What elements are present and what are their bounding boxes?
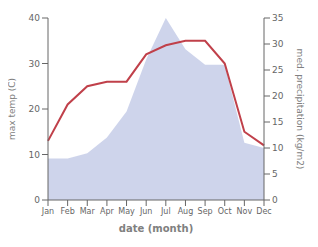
svg-text:25: 25 xyxy=(272,65,283,75)
svg-text:10: 10 xyxy=(272,143,284,153)
svg-text:date (month): date (month) xyxy=(119,223,193,234)
svg-text:Nov: Nov xyxy=(237,207,253,216)
svg-text:med. precipitation (kg/m2): med. precipitation (kg/m2) xyxy=(295,49,305,170)
svg-text:0: 0 xyxy=(272,195,278,205)
svg-text:Jan: Jan xyxy=(41,207,54,216)
svg-text:Mar: Mar xyxy=(80,207,96,216)
svg-text:Jun: Jun xyxy=(139,207,153,216)
svg-text:May: May xyxy=(118,207,135,216)
svg-text:15: 15 xyxy=(272,117,283,127)
svg-text:30: 30 xyxy=(29,59,41,69)
svg-text:Dec: Dec xyxy=(256,207,271,216)
svg-text:20: 20 xyxy=(29,104,41,114)
svg-text:10: 10 xyxy=(29,150,41,160)
svg-text:0: 0 xyxy=(34,195,40,205)
svg-text:5: 5 xyxy=(272,169,278,179)
svg-text:Sep: Sep xyxy=(198,207,213,216)
svg-text:max temp (C): max temp (C) xyxy=(8,78,17,140)
svg-text:20: 20 xyxy=(272,91,284,101)
svg-text:Aug: Aug xyxy=(178,207,194,216)
svg-text:40: 40 xyxy=(29,13,41,23)
svg-text:Jul: Jul xyxy=(160,207,171,216)
svg-text:30: 30 xyxy=(272,39,284,49)
svg-text:Feb: Feb xyxy=(61,207,75,216)
svg-text:Apr: Apr xyxy=(100,207,115,216)
svg-text:Oct: Oct xyxy=(218,207,232,216)
svg-text:35: 35 xyxy=(272,13,283,23)
